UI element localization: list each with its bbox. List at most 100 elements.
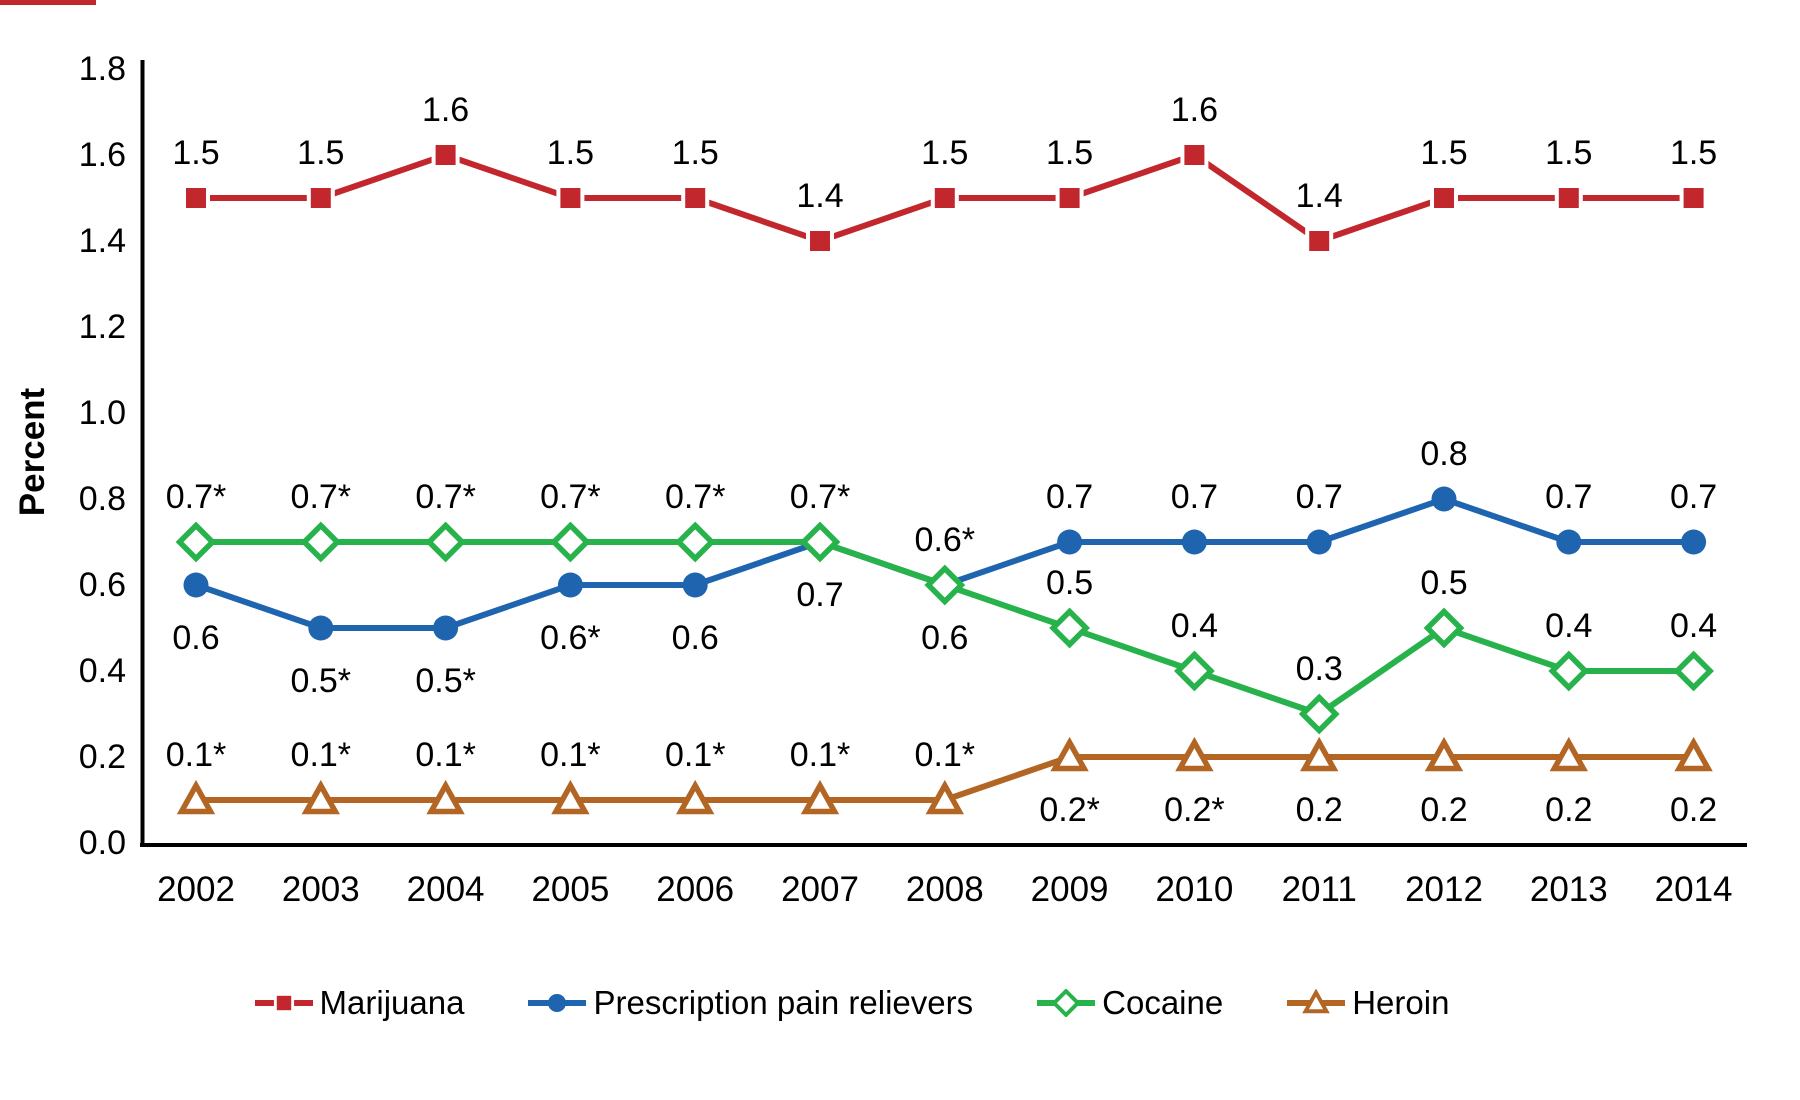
data-label: 1.4 [796, 177, 843, 215]
x-tick-label: 2014 [1655, 870, 1733, 909]
marker-heroin [925, 779, 964, 815]
data-label: 1.5 [921, 134, 968, 172]
marker-heroin [551, 779, 590, 815]
y-tick-label: 1.4 [79, 222, 126, 260]
series-cocaine [175, 521, 1714, 735]
y-tick-label: 0.6 [79, 566, 126, 604]
marker-marijuana [1180, 141, 1209, 169]
data-label: 0.6 [921, 619, 968, 657]
marker-marijuana [182, 184, 210, 212]
data-label: 0.6* [540, 619, 601, 657]
marker-prescription-pain-relievers [1306, 529, 1332, 555]
legend-swatch-prescription-pain-relievers [528, 994, 587, 1012]
marker-cocaine [300, 521, 342, 563]
data-label: 0.7 [1296, 478, 1343, 516]
legend-item-marijuana: Marijuana [254, 984, 464, 1022]
marker-marijuana [806, 227, 834, 255]
x-tick-label: 2005 [531, 870, 609, 909]
marker-prescription-pain-relievers [682, 572, 708, 598]
legend-marker-circle [548, 994, 567, 1012]
series-prescription-pain-relievers [183, 486, 1707, 641]
data-label: 0.1* [291, 736, 352, 774]
marker-marijuana [1430, 184, 1458, 212]
data-label: 0.4 [1670, 607, 1717, 645]
y-tick-label: 0.8 [79, 480, 126, 518]
y-axis-title: Percent [13, 387, 52, 516]
data-label: 1.5 [672, 134, 719, 172]
data-label: 1.5 [1545, 134, 1592, 172]
data-label: 1.6 [422, 91, 469, 129]
y-tick-label: 1.2 [79, 308, 126, 346]
marker-prescription-pain-relievers [308, 615, 334, 641]
x-tick-label: 2004 [407, 870, 485, 909]
data-label: 0.4 [1171, 607, 1218, 645]
data-label: 0.5* [291, 662, 352, 700]
marker-heroin [1300, 736, 1339, 772]
legend-label: Cocaine [1102, 984, 1224, 1021]
data-label: 0.5* [415, 662, 476, 700]
legend-label: Prescription pain relievers [593, 984, 974, 1021]
data-label: 0.3 [1296, 650, 1343, 688]
data-label: 0.4 [1545, 607, 1592, 645]
marker-cocaine [425, 521, 466, 563]
marker-marijuana [556, 184, 585, 212]
y-tick-label: 1.0 [79, 394, 126, 432]
marker-cocaine [799, 521, 841, 563]
x-tick-label: 2002 [157, 870, 235, 909]
legend-marker-square [273, 992, 294, 1014]
legend-item-cocaine: Cocaine [1037, 984, 1223, 1022]
marker-cocaine [1298, 693, 1340, 735]
data-label: 0.2 [1420, 791, 1467, 829]
data-label: 0.1* [790, 736, 851, 774]
marker-heroin [1674, 736, 1713, 772]
x-tick-label: 2011 [1282, 870, 1357, 909]
marker-heroin [800, 779, 840, 815]
data-label: 0.7 [1545, 478, 1592, 516]
marker-heroin [301, 779, 340, 815]
data-label: 1.5 [172, 134, 219, 172]
legend-label: Heroin [1352, 984, 1450, 1021]
x-tick-label: 2013 [1530, 870, 1608, 909]
y-tick-label: 0.2 [79, 738, 126, 776]
data-label: 0.7* [291, 478, 352, 516]
data-label: 0.7 [796, 576, 843, 614]
data-label: 0.2* [1164, 791, 1225, 829]
y-tick-label: 1.6 [79, 136, 126, 174]
x-tick-label: 2010 [1155, 870, 1233, 909]
x-tick-label: 2009 [1031, 870, 1109, 909]
data-label: 0.7 [1670, 478, 1717, 516]
marker-prescription-pain-relievers [1681, 529, 1707, 555]
data-label: 0.6* [915, 521, 976, 559]
data-label: 1.5 [1670, 134, 1717, 172]
marker-heroin [1175, 736, 1214, 772]
marker-prescription-pain-relievers [183, 572, 209, 598]
marker-prescription-pain-relievers [1181, 529, 1207, 555]
data-label: 1.4 [1296, 177, 1343, 215]
data-label: 1.5 [547, 134, 594, 172]
legend-marker-diamond [1051, 989, 1081, 1017]
x-tick-label: 2008 [906, 870, 984, 909]
chart-legend: Marijuana Prescription pain relievers Coca… [0, 984, 1752, 1022]
data-label: 0.1* [915, 736, 976, 774]
marker-heroin [1549, 736, 1588, 772]
data-label: 0.7 [1046, 478, 1093, 516]
marker-heroin [676, 779, 715, 815]
marker-prescription-pain-relievers [1057, 529, 1083, 555]
marker-cocaine [175, 521, 217, 563]
data-label: 0.1* [665, 736, 726, 774]
marker-prescription-pain-relievers [433, 615, 459, 641]
data-label: 1.5 [297, 134, 344, 172]
marker-marijuana [930, 184, 959, 212]
data-label: 0.1* [166, 736, 227, 774]
y-tick-label: 1.8 [79, 50, 126, 88]
legend-item-prescription-pain-relievers: Prescription pain relievers [528, 984, 973, 1022]
data-label: 0.6 [172, 619, 219, 657]
marker-cocaine [1174, 650, 1215, 692]
data-label: 0.7* [540, 478, 601, 516]
marker-heroin [426, 779, 465, 815]
data-label: 0.7* [790, 478, 851, 516]
marker-cocaine [924, 564, 966, 606]
marker-marijuana [306, 184, 335, 212]
marker-cocaine [1423, 607, 1465, 649]
